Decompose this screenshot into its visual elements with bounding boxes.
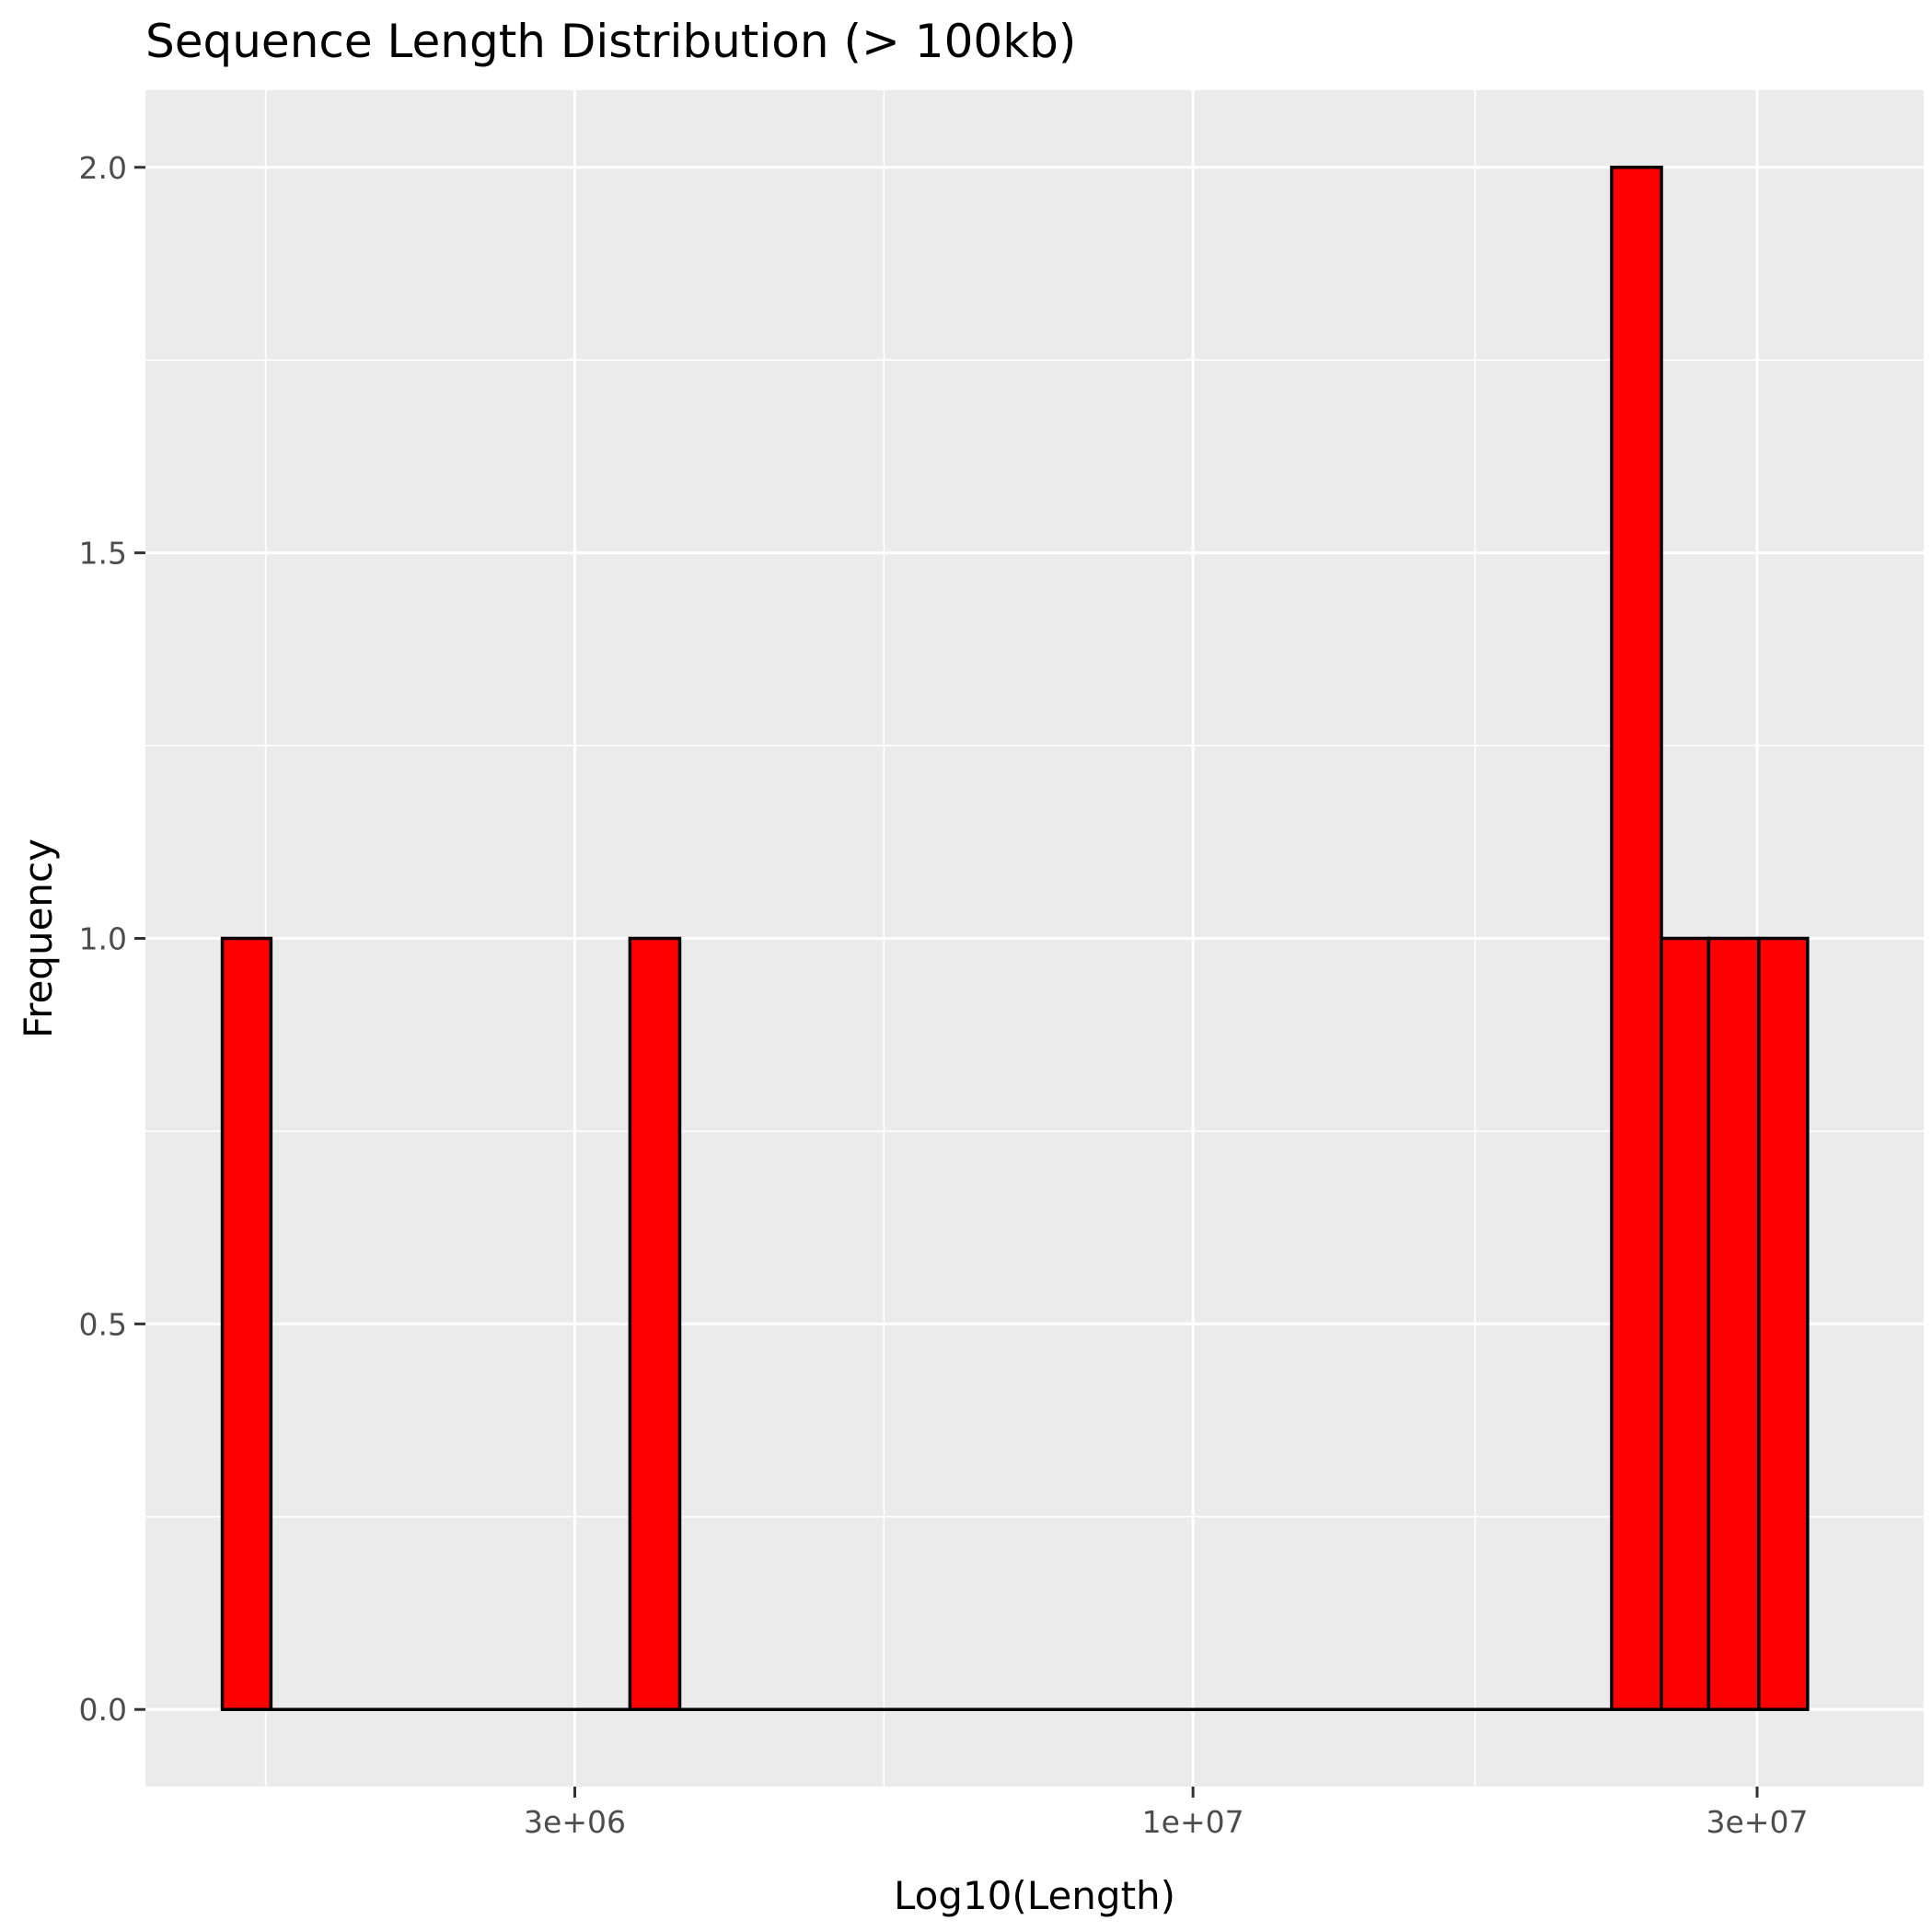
histogram-bar-6 [1757, 936, 1810, 1711]
y-axis-title: Frequency [16, 839, 61, 1038]
histogram-bar-4 [1660, 936, 1711, 1711]
histogram-bar-2 [628, 936, 682, 1711]
chart-title: Sequence Length Distribution (> 100kb) [145, 15, 1076, 68]
y-tick-label: 2.0 [79, 150, 127, 186]
histogram-bar-3 [1610, 166, 1663, 1711]
x-tick-label: 3e+06 [524, 1804, 626, 1840]
y-axis: 0.0 0.5 1.0 1.5 2.0 [79, 150, 145, 1728]
y-tick-label: 0.5 [79, 1306, 127, 1342]
histogram-bar-5 [1706, 936, 1761, 1711]
y-tick-label: 0.0 [79, 1692, 127, 1728]
histogram-bar-1 [220, 936, 273, 1711]
histogram-bars [220, 166, 1810, 1711]
y-tick-label: 1.5 [79, 536, 127, 572]
x-tick-label: 3e+07 [1706, 1804, 1809, 1840]
x-axis-title: Log10(Length) [894, 1873, 1175, 1918]
x-tick-label: 1e+07 [1142, 1804, 1244, 1840]
y-tick-label: 1.0 [79, 921, 127, 957]
x-axis: 3e+06 1e+07 3e+07 [524, 1787, 1808, 1840]
